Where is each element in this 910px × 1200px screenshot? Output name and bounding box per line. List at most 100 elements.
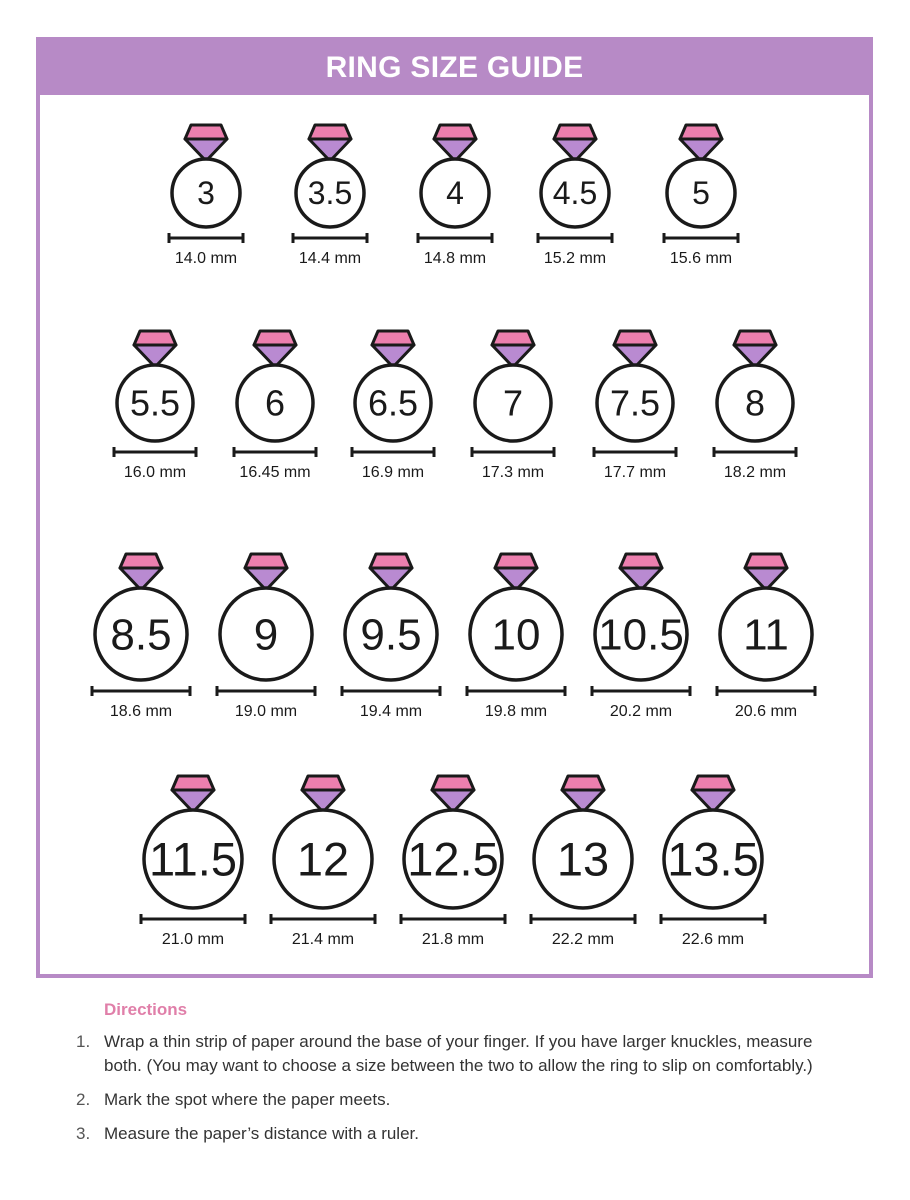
ring-mm-label: 14.4 mm bbox=[299, 250, 361, 267]
gem-bottom-icon bbox=[118, 566, 164, 592]
gem-top-icon bbox=[170, 774, 216, 792]
ring-mm-label: 18.6 mm bbox=[110, 703, 172, 720]
gem-top-icon bbox=[612, 329, 658, 347]
ring-circle-icon bbox=[218, 586, 314, 682]
ring-circle-icon bbox=[402, 808, 504, 910]
ring-circle-icon bbox=[468, 586, 564, 682]
ring-size-label: 6.5 bbox=[368, 383, 418, 424]
ring-size-item: 7 17.3 mm bbox=[470, 329, 556, 481]
step-text: Mark the spot where the paper meets. bbox=[104, 1090, 391, 1109]
gem-bottom-icon bbox=[612, 343, 658, 369]
ring-mm-label: 22.2 mm bbox=[552, 931, 614, 948]
ring-mm-label: 19.8 mm bbox=[485, 703, 547, 720]
ring-size-label: 11.5 bbox=[149, 832, 237, 885]
ring-size-item: 13.5 22.6 mm bbox=[659, 774, 767, 948]
ring-size-item: 3 14.0 mm bbox=[167, 123, 245, 267]
step-text: Wrap a thin strip of paper around the ba… bbox=[104, 1032, 813, 1075]
ring-size-label: 6 bbox=[265, 383, 285, 424]
ring-mm-label: 14.0 mm bbox=[175, 250, 237, 267]
directions-section: Directions 1. Wrap a thin strip of paper… bbox=[76, 1000, 836, 1156]
gem-top-icon bbox=[118, 552, 164, 570]
gem-top-icon bbox=[430, 774, 476, 792]
ring-size-label: 13.5 bbox=[667, 832, 758, 885]
gem-bottom-icon bbox=[370, 343, 416, 369]
gem-top-icon bbox=[243, 552, 289, 570]
ring-size-item: 4.5 15.2 mm bbox=[536, 123, 614, 267]
ring-circle-icon bbox=[235, 363, 315, 443]
ring-size-label: 4.5 bbox=[553, 175, 597, 211]
directions-heading: Directions bbox=[104, 1000, 188, 1019]
direction-step: 1. Wrap a thin strip of paper around the… bbox=[76, 1030, 836, 1078]
ring-mm-label: 15.6 mm bbox=[670, 250, 732, 267]
gem-top-icon bbox=[490, 329, 536, 347]
ring-size-item: 6.5 16.9 mm bbox=[350, 329, 436, 481]
ring-mm-label: 17.3 mm bbox=[482, 464, 544, 481]
ring-size-item: 9 19.0 mm bbox=[215, 552, 317, 720]
ring-mm-label: 22.6 mm bbox=[682, 931, 744, 948]
ring-mm-label: 21.4 mm bbox=[292, 931, 354, 948]
ring-size-item: 5 15.6 mm bbox=[662, 123, 740, 267]
gem-bottom-icon bbox=[493, 566, 539, 592]
ring-circle-icon bbox=[419, 157, 491, 229]
gem-bottom-icon bbox=[300, 788, 346, 814]
ring-circle-icon bbox=[343, 586, 439, 682]
gem-bottom-icon bbox=[732, 343, 778, 369]
ring-circle-icon bbox=[665, 157, 737, 229]
ring-size-item: 10.5 20.2 mm bbox=[590, 552, 692, 720]
ring-circle-icon bbox=[473, 363, 553, 443]
gem-bottom-icon bbox=[490, 343, 536, 369]
ring-size-item: 4 14.8 mm bbox=[416, 123, 494, 267]
gem-bottom-icon bbox=[560, 788, 606, 814]
ring-circle-icon bbox=[142, 808, 244, 910]
gem-bottom-icon bbox=[678, 137, 724, 163]
ring-circle-icon bbox=[170, 157, 242, 229]
gem-top-icon bbox=[493, 552, 539, 570]
ring-circle-icon bbox=[353, 363, 433, 443]
direction-step: 3. Measure the paper’s distance with a r… bbox=[76, 1122, 836, 1146]
ring-size-label: 8 bbox=[745, 383, 765, 424]
gem-top-icon bbox=[732, 329, 778, 347]
ring-mm-label: 21.0 mm bbox=[162, 931, 224, 948]
ring-size-label: 9.5 bbox=[360, 610, 421, 659]
ring-size-label: 8.5 bbox=[110, 610, 171, 659]
gem-bottom-icon bbox=[618, 566, 664, 592]
ring-mm-label: 18.2 mm bbox=[724, 464, 786, 481]
ring-circle-icon bbox=[115, 363, 195, 443]
ring-size-item: 11.5 21.0 mm bbox=[139, 774, 247, 948]
ring-mm-label: 15.2 mm bbox=[544, 250, 606, 267]
ring-size-label: 12 bbox=[297, 832, 349, 885]
gem-top-icon bbox=[560, 774, 606, 792]
gem-top-icon bbox=[432, 123, 478, 141]
gem-bottom-icon bbox=[743, 566, 789, 592]
gem-top-icon bbox=[368, 552, 414, 570]
ring-size-label: 5 bbox=[692, 175, 710, 211]
ring-size-label: 3.5 bbox=[308, 175, 352, 211]
ring-mm-label: 14.8 mm bbox=[424, 250, 486, 267]
ring-circle-icon bbox=[718, 586, 814, 682]
ring-size-label: 11 bbox=[743, 610, 789, 659]
ring-size-label: 10.5 bbox=[598, 610, 684, 659]
gem-bottom-icon bbox=[170, 788, 216, 814]
gem-top-icon bbox=[300, 774, 346, 792]
ring-size-label: 3 bbox=[197, 175, 215, 211]
ring-size-label: 13 bbox=[557, 832, 609, 885]
gem-bottom-icon bbox=[243, 566, 289, 592]
ring-circle-icon bbox=[539, 157, 611, 229]
ring-mm-label: 17.7 mm bbox=[604, 464, 666, 481]
ring-size-label: 10 bbox=[492, 610, 541, 659]
ring-mm-label: 20.2 mm bbox=[610, 703, 672, 720]
ring-size-item: 13 22.2 mm bbox=[529, 774, 637, 948]
ring-size-chart: 3 14.0 mm 3.5 14.4 mm 4 14.8 mm 4.5 15.2 mm 5 15.… bbox=[90, 123, 817, 948]
ring-size-label: 7.5 bbox=[610, 383, 660, 424]
ring-mm-label: 16.9 mm bbox=[362, 464, 424, 481]
ring-size-item: 10 19.8 mm bbox=[465, 552, 567, 720]
step-number: 2. bbox=[76, 1090, 91, 1109]
gem-top-icon bbox=[678, 123, 724, 141]
ring-size-item: 11 20.6 mm bbox=[715, 552, 817, 720]
ring-mm-label: 19.0 mm bbox=[235, 703, 297, 720]
gem-bottom-icon bbox=[307, 137, 353, 163]
ring-size-label: 12.5 bbox=[407, 832, 498, 885]
gem-bottom-icon bbox=[183, 137, 229, 163]
ring-mm-label: 19.4 mm bbox=[360, 703, 422, 720]
ring-size-item: 7.5 17.7 mm bbox=[592, 329, 678, 481]
